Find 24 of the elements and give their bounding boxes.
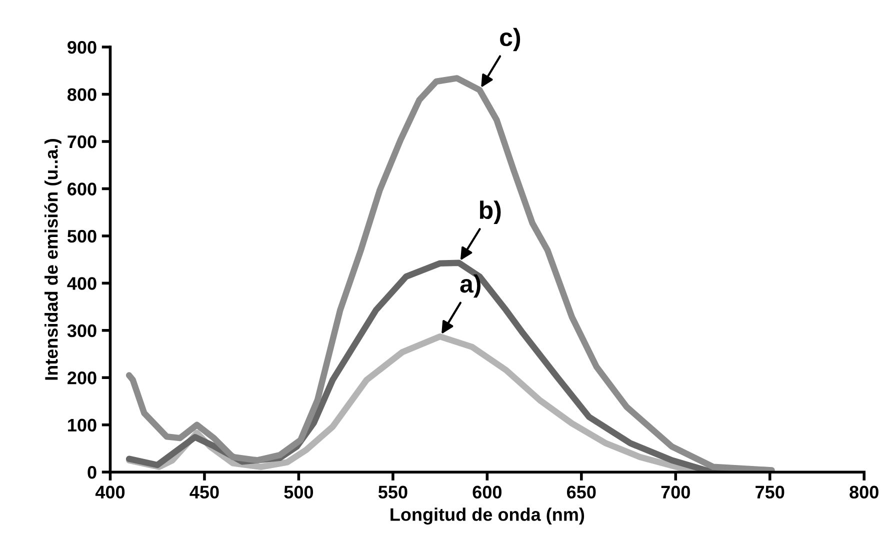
- x-tick-label: 800: [850, 486, 878, 499]
- x-tick-label: 450: [190, 486, 219, 499]
- y-tick-label: 200: [68, 372, 96, 384]
- y-tick-label: 300: [67, 324, 96, 338]
- annotation: a): [460, 274, 480, 298]
- y-tick-label: 900: [68, 40, 96, 54]
- x-tick-label: 550: [378, 486, 408, 499]
- y-tick-label: 800: [67, 88, 96, 101]
- y-tick-label: 500: [67, 230, 96, 243]
- x-tick-label: 700: [661, 486, 690, 499]
- x-tick-label: 500: [284, 486, 314, 499]
- y-tick-label: 700: [68, 135, 96, 148]
- y-tick-label: 100: [68, 418, 96, 432]
- y-tick-label: 600: [68, 182, 96, 196]
- x-tick-label: 650: [567, 486, 596, 499]
- x-tick-label: 750: [756, 486, 784, 499]
- annotation: c): [500, 28, 520, 52]
- x-tick-label: 400: [95, 486, 125, 499]
- x-tick-label: 600: [472, 486, 502, 499]
- y-axis-title: Intensidad de emisión (u..a.): [44, 139, 62, 380]
- y-tick-label: 400: [67, 277, 96, 290]
- y-tick-label: 0: [88, 466, 96, 479]
- x-axis-title: Longitud de onda (nm): [390, 508, 584, 525]
- annotation: b): [480, 200, 501, 224]
